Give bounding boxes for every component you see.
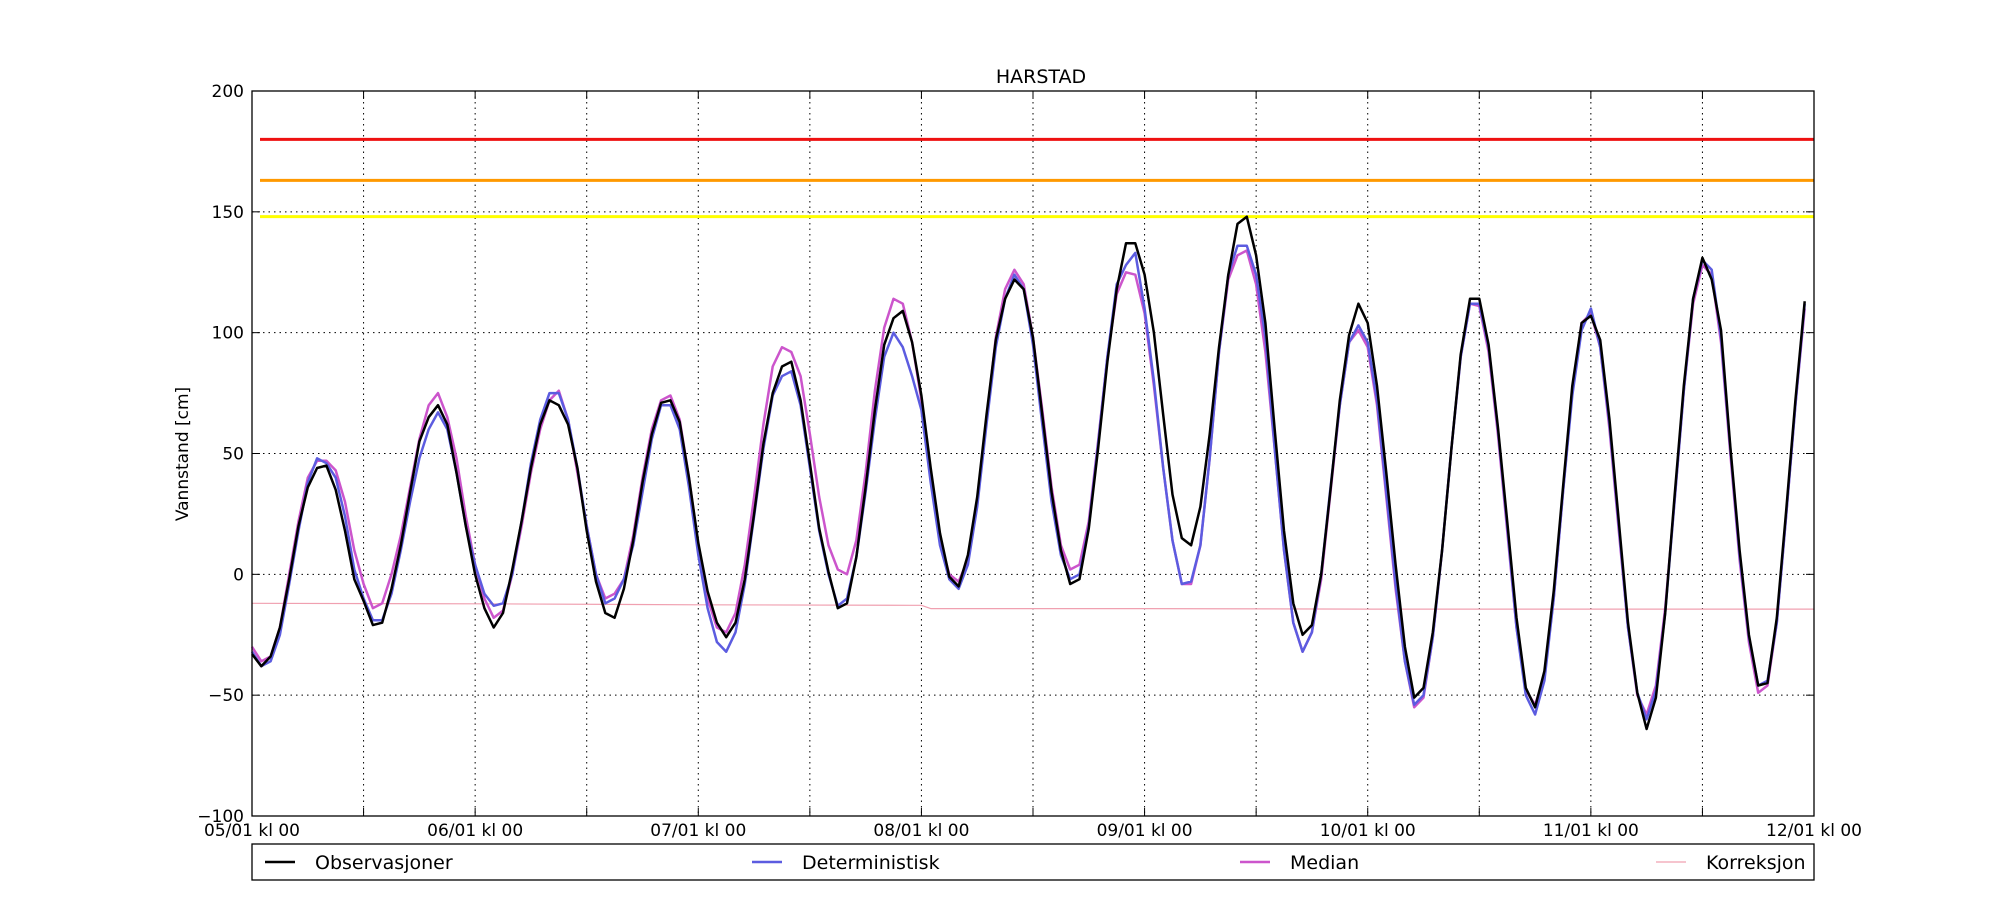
legend-label-korreksjon: Korreksjon (1706, 852, 1806, 874)
series-line-observasjoner (251, 215, 1806, 731)
y-tick-label: 100 (212, 324, 244, 344)
y-tick-label: −100 (197, 807, 244, 827)
x-tick-label: 08/01 kl 00 (873, 821, 969, 841)
series-lines (250, 215, 1814, 731)
x-tick-label: 10/01 kl 00 (1320, 821, 1416, 841)
y-tick-label: 200 (212, 82, 244, 102)
y-tick-label: 50 (222, 445, 244, 465)
x-tick-label: 06/01 kl 00 (427, 821, 523, 841)
y-tick-label: −50 (208, 686, 244, 706)
legend-label-deterministisk: Deterministisk (802, 852, 940, 874)
x-tick-label: 07/01 kl 00 (650, 821, 746, 841)
x-tick-label: 09/01 kl 00 (1097, 821, 1193, 841)
legend-label-observasjoner: Observasjoner (315, 852, 453, 874)
y-axis-label: Vannstand [cm] (173, 387, 193, 521)
grid-lines (252, 91, 1814, 816)
legend: Observasjoner Deterministisk Median Korreks… (251, 843, 1815, 881)
legend-frame (251, 843, 1815, 881)
series-line-korreksjon (251, 602, 1814, 610)
threshold-lines (260, 137, 1814, 219)
x-axis: 05/01 kl 00 06/01 kl 00 07/01 kl 00 08/01 k… (204, 91, 1862, 841)
legend-label-median: Median (1290, 852, 1359, 874)
y-tick-label: 150 (212, 203, 244, 223)
y-axis: −100 −50 0 50 100 150 200 (197, 82, 1814, 827)
x-tick-label: 05/01 kl 00 (204, 821, 300, 841)
x-tick-label: 11/01 kl 00 (1543, 821, 1639, 841)
y-tick-label: 0 (233, 565, 244, 585)
x-tick-label: 12/01 kl 00 (1766, 821, 1862, 841)
chart-title: HARSTAD (996, 66, 1086, 88)
